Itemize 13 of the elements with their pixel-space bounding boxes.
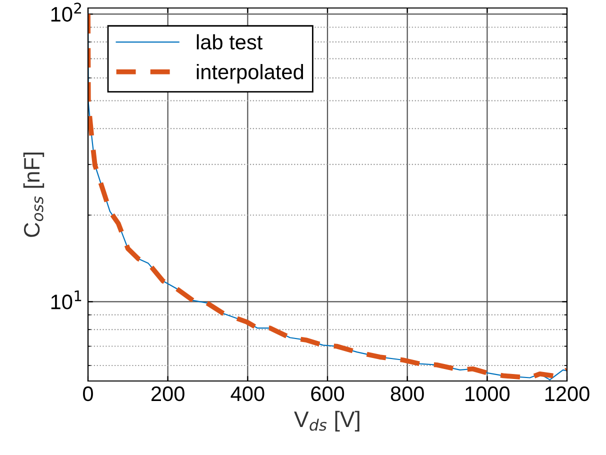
y-tick-label: 10$^{1}$ — [51, 290, 82, 310]
x-tick-label: 200 — [152, 386, 184, 402]
x-tick-label: 0 — [83, 386, 93, 402]
legend-label: lab test — [196, 34, 263, 50]
x-tick-label: 800 — [390, 386, 424, 402]
x-tick-label: 1000 — [466, 386, 510, 402]
legend-label: interpolated — [196, 64, 304, 84]
x-axis-title: V$_{ds}$ [V] — [294, 410, 360, 432]
x-tick-label: 1200 — [545, 386, 590, 402]
y-tick-label: 10$^{2}$ — [51, 2, 81, 22]
y-axis-title: C$_{oss}$ [nF] — [23, 152, 44, 237]
x-tick-label: 400 — [230, 386, 264, 402]
x-tick-label: 600 — [311, 386, 344, 402]
